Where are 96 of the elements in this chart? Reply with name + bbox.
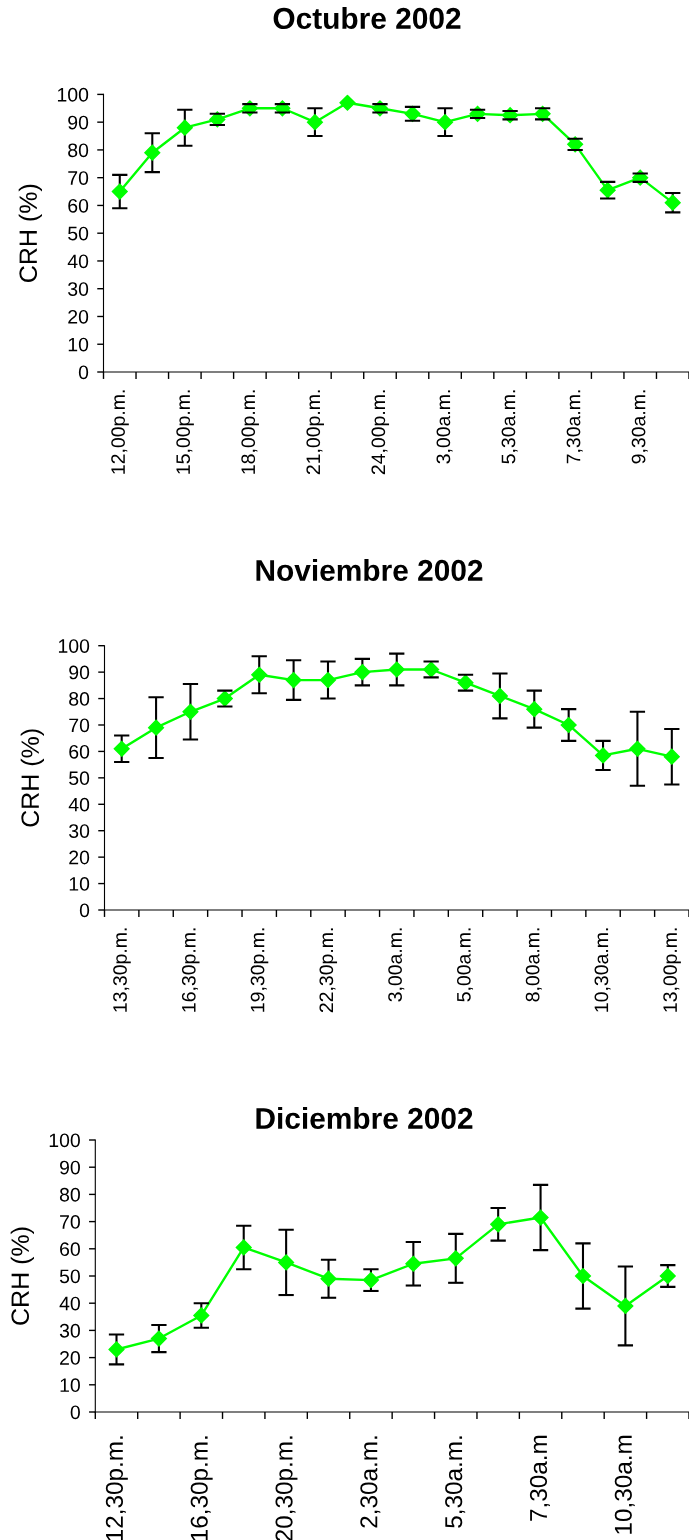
y-tick-label: 30	[68, 282, 89, 296]
point	[111, 183, 128, 200]
y-tick-label: 80	[59, 1187, 80, 1202]
y-tick-label: 50	[59, 1269, 80, 1284]
point	[148, 719, 165, 736]
y-tick-label: 60	[60, 1242, 80, 1257]
x-tick-label: 7,30a.m	[529, 1435, 550, 1521]
point	[193, 1307, 210, 1324]
y-tick-label: 100	[57, 87, 89, 102]
point	[362, 1272, 380, 1289]
point	[388, 661, 405, 678]
point	[144, 144, 161, 161]
y-tick-label: 20	[60, 1351, 80, 1365]
x-tick-label: 24,00p.m.	[371, 390, 390, 475]
x-tick-label: 12,00p.m.	[111, 390, 129, 474]
y-tick-label: 30	[69, 824, 90, 838]
y-tick-label: 40	[68, 797, 90, 812]
y-tick-label: 100	[58, 639, 90, 653]
point	[320, 1270, 337, 1287]
y-tick-label: 80	[69, 692, 90, 706]
y-tick-label: 20	[68, 309, 89, 324]
point	[526, 701, 543, 718]
x-tick-label: 5,30a.m.	[501, 390, 518, 464]
point	[306, 114, 323, 131]
point	[532, 1209, 549, 1226]
y-tick-label: 10	[68, 337, 89, 352]
y-tick-label: 80	[68, 143, 89, 158]
x-tick-label: 3,00a.m.	[388, 928, 405, 1002]
point	[560, 716, 577, 734]
point	[182, 703, 199, 720]
chart-title: Octubre 2002	[273, 7, 461, 30]
chart-title: Noviembre 2002	[256, 559, 483, 582]
point	[319, 671, 337, 689]
y-tick-label: 60	[68, 198, 89, 213]
y-tick-label: 10	[60, 1378, 80, 1393]
x-tick-label: 13,30p.m.	[113, 928, 131, 1012]
y-tick-label: 70	[69, 718, 90, 733]
x-tick-label: 3,00a.m.	[436, 390, 453, 464]
x-tick-label: 16,30p.m.	[190, 1436, 213, 1540]
point	[491, 687, 508, 704]
point	[339, 94, 356, 111]
point	[108, 1341, 125, 1358]
y-tick-label: 50	[69, 771, 90, 786]
y-axis-title: CRH (%)	[18, 184, 42, 282]
x-tick-label: 8,00a.m.	[525, 928, 542, 1002]
y-tick-label: 10	[69, 877, 90, 891]
y-tick-label: 70	[60, 1215, 80, 1229]
y-tick-label: 40	[67, 254, 89, 269]
x-tick-label: 13,00p.m.	[663, 928, 681, 1012]
point	[150, 1330, 167, 1347]
point	[490, 1216, 507, 1233]
point	[176, 119, 193, 136]
y-axis-title: CRH (%)	[10, 1227, 34, 1325]
x-tick-label: 22,30p.m.	[319, 928, 338, 1013]
point	[574, 1267, 592, 1285]
x-tick-label: 19,30p.m.	[250, 928, 269, 1012]
y-tick-label: 0	[79, 903, 90, 918]
y-tick-label: 90	[60, 1160, 80, 1175]
y-tick-label: 0	[78, 365, 89, 380]
y-axis-title: CRH (%)	[20, 729, 44, 827]
point	[663, 748, 680, 765]
point	[278, 1254, 295, 1271]
x-tick-label: 16,30p.m.	[181, 928, 200, 1012]
point	[629, 740, 646, 757]
x-tick-label: 2,30a.m.	[360, 1436, 381, 1528]
point	[251, 666, 268, 683]
y-tick-label: 40	[59, 1296, 80, 1311]
point	[405, 1255, 422, 1272]
point	[594, 747, 612, 764]
y-tick-label: 90	[68, 115, 89, 130]
point	[436, 114, 454, 131]
y-tick-label: 20	[69, 850, 90, 865]
point	[354, 664, 371, 681]
y-tick-label: 50	[68, 226, 89, 241]
point	[617, 1297, 634, 1314]
point	[285, 671, 302, 689]
x-tick-label: 12,30p.m.	[105, 1436, 128, 1540]
x-tick-label: 10,30a.m.	[594, 928, 611, 1012]
point	[235, 1239, 252, 1256]
y-tick-label: 0	[70, 1405, 80, 1420]
y-tick-label: 100	[49, 1133, 80, 1148]
x-tick-label: 15,00p.m.	[176, 390, 194, 474]
y-tick-label: 60	[69, 744, 90, 759]
y-tick-label: 70	[68, 171, 89, 185]
chart-title: Diciembre 2002	[256, 1107, 473, 1130]
x-tick-label: 5,00a.m.	[456, 928, 474, 1002]
y-tick-label: 30	[59, 1323, 80, 1338]
x-tick-label: 10,30a.m	[614, 1435, 635, 1534]
point	[447, 1250, 464, 1267]
y-tick-label: 90	[69, 665, 90, 680]
x-tick-label: 18,00p.m.	[241, 390, 259, 474]
point	[113, 740, 130, 757]
x-tick-label: 5,30a.m.	[445, 1436, 466, 1528]
x-tick-label: 21,00p.m.	[306, 390, 324, 475]
x-tick-label: 9,30a.m.	[631, 390, 648, 464]
x-tick-label: 7,30a.m.	[566, 390, 583, 464]
